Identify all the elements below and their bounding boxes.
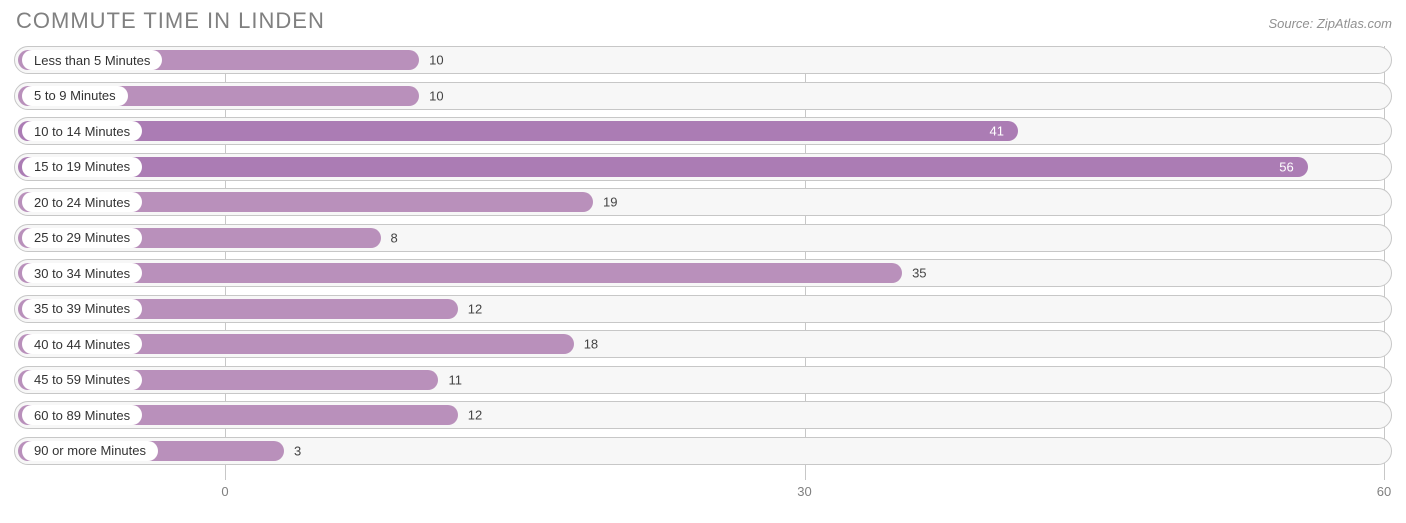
chart-header: COMMUTE TIME IN LINDEN Source: ZipAtlas.…	[14, 8, 1392, 46]
category-pill: 45 to 59 Minutes	[22, 370, 142, 390]
category-pill: 15 to 19 Minutes	[22, 157, 142, 177]
category-pill: Less than 5 Minutes	[22, 50, 162, 70]
value-label: 10	[429, 53, 443, 68]
category-pill: 20 to 24 Minutes	[22, 192, 142, 212]
value-label: 19	[603, 195, 617, 210]
category-pill: 25 to 29 Minutes	[22, 228, 142, 248]
x-axis: 0 30 60	[14, 480, 1392, 510]
commute-time-chart: COMMUTE TIME IN LINDEN Source: ZipAtlas.…	[0, 0, 1406, 523]
value-label: 56	[1279, 159, 1293, 174]
category-pill: 35 to 39 Minutes	[22, 299, 142, 319]
chart-title: COMMUTE TIME IN LINDEN	[16, 8, 325, 34]
x-tick: 60	[1377, 484, 1391, 499]
value-label: 12	[468, 408, 482, 423]
x-tick: 30	[797, 484, 811, 499]
category-pill: 60 to 89 Minutes	[22, 405, 142, 425]
value-label: 35	[912, 266, 926, 281]
bar-fill	[18, 157, 1308, 177]
value-label: 41	[990, 124, 1004, 139]
bar-row: 40 to 44 Minutes 18	[14, 330, 1392, 358]
value-label: 12	[468, 301, 482, 316]
bar-row: 90 or more Minutes 3	[14, 437, 1392, 465]
category-pill: 5 to 9 Minutes	[22, 86, 128, 106]
plot-area: Less than 5 Minutes 10 5 to 9 Minutes 10 10 …	[14, 46, 1392, 480]
bar-row: 60 to 89 Minutes 12	[14, 401, 1392, 429]
value-label: 8	[391, 230, 398, 245]
bar-row: 25 to 29 Minutes 8	[14, 224, 1392, 252]
bar-row: 45 to 59 Minutes 11	[14, 366, 1392, 394]
category-pill: 10 to 14 Minutes	[22, 121, 142, 141]
value-label: 10	[429, 88, 443, 103]
bar-row: 10 to 14 Minutes 41	[14, 117, 1392, 145]
bar-fill	[18, 121, 1018, 141]
category-pill: 40 to 44 Minutes	[22, 334, 142, 354]
category-pill: 90 or more Minutes	[22, 441, 158, 461]
category-pill: 30 to 34 Minutes	[22, 263, 142, 283]
bar-row: Less than 5 Minutes 10	[14, 46, 1392, 74]
value-label: 3	[294, 443, 301, 458]
x-tick: 0	[221, 484, 228, 499]
value-label: 11	[448, 372, 462, 387]
value-label: 18	[584, 337, 598, 352]
bar-fill	[18, 263, 902, 283]
bar-row: 5 to 9 Minutes 10	[14, 82, 1392, 110]
bar-row: 20 to 24 Minutes 19	[14, 188, 1392, 216]
bar-row: 30 to 34 Minutes 35	[14, 259, 1392, 287]
chart-source: Source: ZipAtlas.com	[1268, 16, 1392, 31]
bar-row: 35 to 39 Minutes 12	[14, 295, 1392, 323]
bar-row: 15 to 19 Minutes 56	[14, 153, 1392, 181]
